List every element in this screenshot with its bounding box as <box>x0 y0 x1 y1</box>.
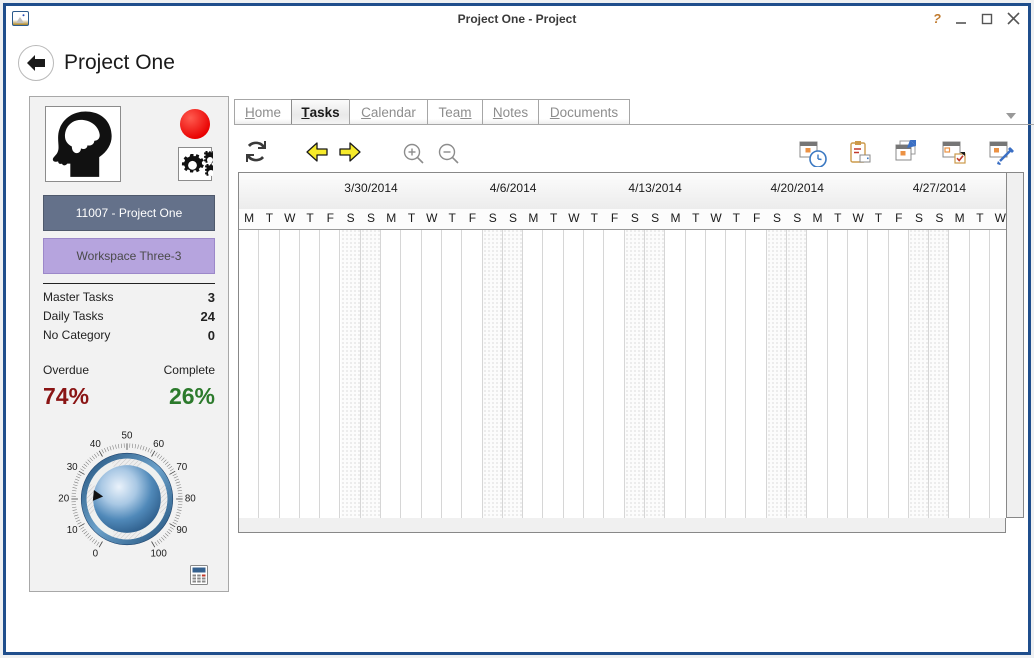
svg-text:70: 70 <box>176 462 187 473</box>
svg-text:90: 90 <box>176 525 187 536</box>
svg-text:60: 60 <box>153 439 164 450</box>
svg-text:30: 30 <box>67 462 78 473</box>
svg-text:100: 100 <box>150 548 167 559</box>
svg-text:20: 20 <box>58 494 69 505</box>
svg-text:50: 50 <box>122 430 133 441</box>
svg-text:0: 0 <box>93 548 99 559</box>
svg-text:80: 80 <box>185 494 196 505</box>
svg-text:40: 40 <box>90 439 101 450</box>
svg-text:10: 10 <box>67 525 78 536</box>
